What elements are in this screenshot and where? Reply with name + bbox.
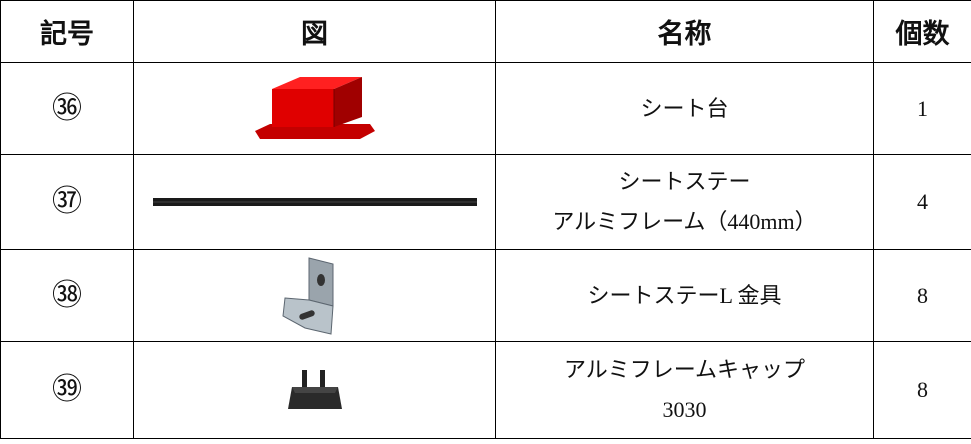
symbol: ㊳: [0, 249, 134, 342]
header-row: 記号 図 名称 個数: [0, 0, 971, 63]
count: 1: [873, 62, 971, 155]
name-line: アルミフレーム（440mm）: [552, 209, 817, 234]
name-line: 3030: [662, 397, 707, 422]
row: ㊳ シートステーL 金具 8: [0, 249, 971, 342]
count: 4: [873, 154, 971, 250]
name-line: シートステーL 金具: [587, 282, 782, 308]
header-cell: 個数: [873, 0, 971, 63]
header-cell: 記号: [0, 0, 134, 63]
figure: [133, 341, 496, 439]
seat-base-image: [254, 76, 375, 139]
name: シート台: [495, 62, 874, 155]
symbol: ㊴: [0, 341, 134, 439]
figure: [133, 249, 496, 342]
row: ㊱ シート台 1: [0, 62, 971, 155]
symbol: ㊲: [0, 154, 134, 250]
frame-cap-image: [287, 370, 342, 409]
name-line: シートステー: [618, 169, 751, 194]
count: 8: [873, 341, 971, 439]
name: シートステー アルミフレーム（440mm）: [495, 154, 874, 250]
symbol: ㊱: [0, 62, 134, 155]
header-cell: 図: [133, 0, 496, 63]
name: アルミフレームキャップ 3030: [495, 341, 874, 439]
l-bracket-image: [281, 256, 334, 335]
row: ㊴ アルミフレームキャップ 3030 8: [0, 341, 971, 439]
count: 8: [873, 249, 971, 342]
name-line: シート台: [640, 95, 729, 121]
figure: [133, 154, 496, 250]
name-line: アルミフレームキャップ: [563, 357, 806, 382]
name: シートステーL 金具: [495, 249, 874, 342]
aluminum-frame-image: [152, 198, 477, 206]
row: ㊲ シートステー アルミフレーム（440mm） 4: [0, 154, 971, 250]
header-cell: 名称: [495, 0, 874, 63]
figure: [133, 62, 496, 155]
